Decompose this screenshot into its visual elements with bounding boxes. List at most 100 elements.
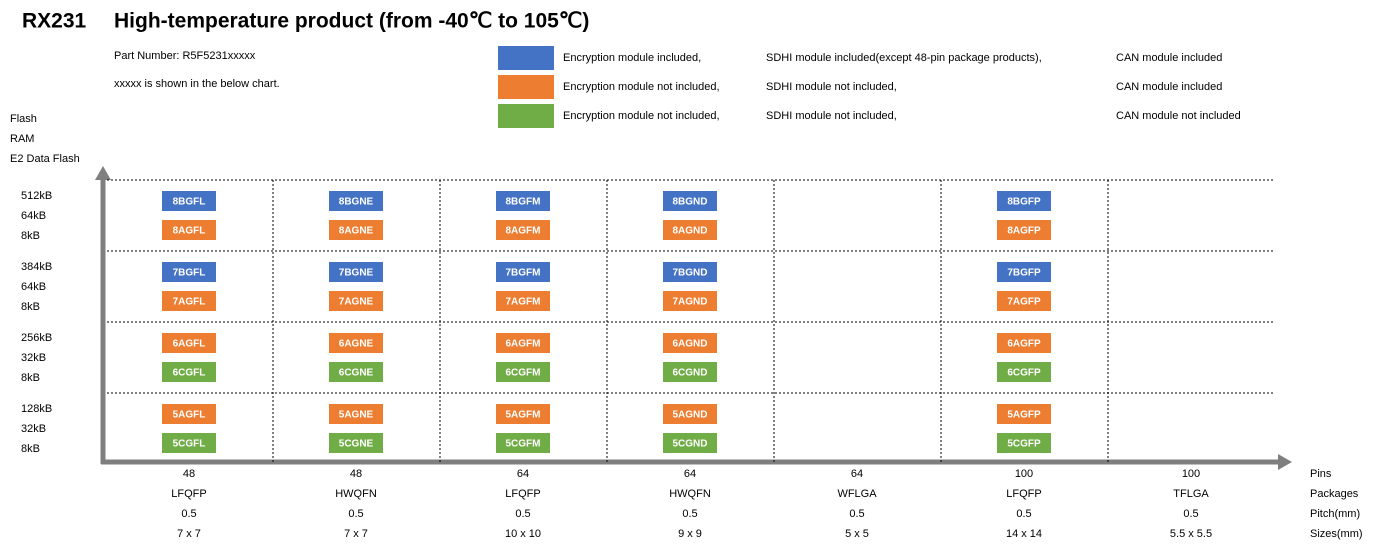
chip-label: 5AGND bbox=[672, 410, 707, 421]
column-package: LFQFP bbox=[171, 488, 206, 500]
legend-encryption: Encryption module not included, bbox=[563, 81, 720, 93]
y-arrow bbox=[95, 166, 111, 180]
product-name: RX231 bbox=[22, 10, 87, 33]
chip bbox=[329, 262, 383, 282]
title: High-temperature product (from -40℃ to 1… bbox=[114, 10, 589, 33]
chip-label: 5AGNE bbox=[339, 410, 374, 421]
chip bbox=[997, 291, 1051, 311]
chip bbox=[162, 404, 216, 424]
chip-label: 7BGFP bbox=[1007, 268, 1041, 279]
legend-can: CAN module included bbox=[1116, 52, 1222, 64]
legend-can: CAN module included bbox=[1116, 81, 1222, 93]
row-label: 32kB bbox=[21, 352, 46, 364]
legend-encryption: Encryption module not included, bbox=[563, 110, 720, 122]
chip-label: 8AGND bbox=[672, 226, 707, 237]
row-label: 8kB bbox=[21, 443, 40, 455]
column-pins: 48 bbox=[350, 468, 362, 480]
chip bbox=[496, 362, 550, 382]
column-size: 14 x 14 bbox=[1006, 528, 1042, 540]
chip-label: 5CGFL bbox=[173, 439, 206, 450]
chip-label: 5CGNE bbox=[339, 439, 374, 450]
column-package: TFLGA bbox=[1173, 488, 1209, 500]
chip bbox=[663, 404, 717, 424]
y-axis-label: RAM bbox=[10, 133, 34, 145]
chip-label: 7BGFL bbox=[173, 268, 206, 279]
chip bbox=[663, 191, 717, 211]
column-pins: 100 bbox=[1015, 468, 1033, 480]
chip-label: 7AGNE bbox=[339, 297, 374, 308]
chip-label: 8BGFL bbox=[173, 197, 206, 208]
chip-label: 5CGFP bbox=[1007, 439, 1041, 450]
chip bbox=[496, 404, 550, 424]
column-pitch: 0.5 bbox=[682, 508, 697, 520]
legend-sdhi: SDHI module not included, bbox=[766, 110, 897, 122]
chip-label: 6AGFL bbox=[173, 339, 206, 350]
chip-label: 7AGND bbox=[672, 297, 707, 308]
chip-label: 8AGFP bbox=[1007, 226, 1041, 237]
row-label: 8kB bbox=[21, 301, 40, 313]
chip-label: 7BGFM bbox=[506, 268, 541, 279]
chip bbox=[663, 362, 717, 382]
chip-label: 8BGND bbox=[672, 197, 707, 208]
legend-can: CAN module not included bbox=[1116, 110, 1241, 122]
chip bbox=[663, 433, 717, 453]
column-package: HWQFN bbox=[335, 488, 377, 500]
chip-label: 8BGFP bbox=[1007, 197, 1041, 208]
chip bbox=[997, 433, 1051, 453]
column-package: WFLGA bbox=[837, 488, 877, 500]
legend-encryption: Encryption module included, bbox=[563, 52, 701, 64]
x-arrow bbox=[1278, 454, 1292, 470]
row-label: 64kB bbox=[21, 210, 46, 222]
chip bbox=[496, 220, 550, 240]
chip-label: 8BGFM bbox=[506, 197, 541, 208]
chip-label: 6AGFM bbox=[506, 339, 541, 350]
chip bbox=[162, 191, 216, 211]
x-axis-label: Pitch(mm) bbox=[1310, 508, 1360, 520]
chip-label: 8AGNE bbox=[339, 226, 374, 237]
y-axis-label: E2 Data Flash bbox=[10, 153, 80, 165]
chip bbox=[997, 404, 1051, 424]
column-pins: 64 bbox=[851, 468, 863, 480]
row-label: 256kB bbox=[21, 332, 52, 344]
row-label: 64kB bbox=[21, 281, 46, 293]
column-size: 10 x 10 bbox=[505, 528, 541, 540]
legend-sdhi: SDHI module included(except 48-pin packa… bbox=[766, 52, 1042, 64]
legend-swatch bbox=[498, 104, 554, 128]
row-label: 512kB bbox=[21, 190, 52, 202]
row-label: 128kB bbox=[21, 403, 52, 415]
chip bbox=[329, 291, 383, 311]
column-size: 5 x 5 bbox=[845, 528, 869, 540]
column-pitch: 0.5 bbox=[849, 508, 864, 520]
chip bbox=[997, 220, 1051, 240]
chip-label: 7BGND bbox=[672, 268, 707, 279]
chip bbox=[997, 191, 1051, 211]
y-axis-label: Flash bbox=[10, 113, 37, 125]
row-label: 8kB bbox=[21, 230, 40, 242]
column-pins: 64 bbox=[684, 468, 696, 480]
chip-label: 7BGNE bbox=[339, 268, 374, 279]
chip-label: 5CGND bbox=[672, 439, 707, 450]
column-pitch: 0.5 bbox=[1183, 508, 1198, 520]
column-pitch: 0.5 bbox=[181, 508, 196, 520]
chip bbox=[496, 291, 550, 311]
column-pins: 48 bbox=[183, 468, 195, 480]
chip bbox=[162, 333, 216, 353]
chip-label: 5AGFP bbox=[1007, 410, 1041, 421]
chip bbox=[329, 433, 383, 453]
chip-label: 7AGFP bbox=[1007, 297, 1041, 308]
chip bbox=[997, 362, 1051, 382]
chip bbox=[329, 191, 383, 211]
chip-label: 6CGFP bbox=[1007, 368, 1041, 379]
chip bbox=[162, 291, 216, 311]
chip bbox=[329, 220, 383, 240]
chip bbox=[329, 362, 383, 382]
note: xxxxx is shown in the below chart. bbox=[114, 78, 280, 90]
chip-label: 6CGNE bbox=[339, 368, 374, 379]
row-label: 32kB bbox=[21, 423, 46, 435]
chip-label: 6AGNE bbox=[339, 339, 374, 350]
chip-label: 5AGFL bbox=[173, 410, 206, 421]
x-axis-label: Sizes(mm) bbox=[1310, 528, 1363, 540]
chip bbox=[162, 433, 216, 453]
column-size: 5.5 x 5.5 bbox=[1170, 528, 1212, 540]
